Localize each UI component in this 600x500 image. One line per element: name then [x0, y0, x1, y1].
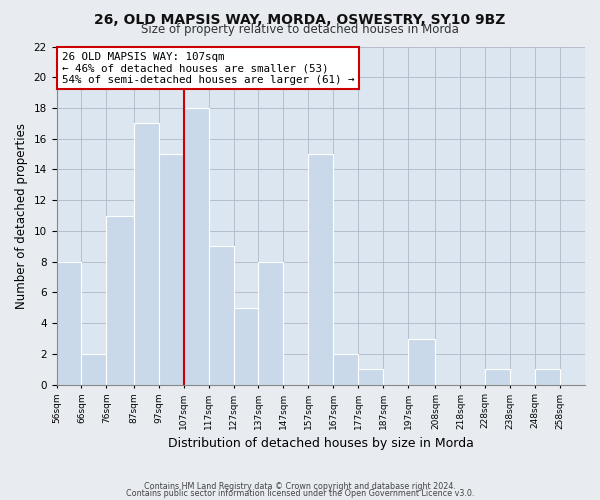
- Bar: [333, 354, 358, 384]
- Bar: [259, 262, 283, 384]
- Bar: [209, 246, 233, 384]
- Text: 26, OLD MAPSIS WAY, MORDA, OSWESTRY, SY10 9BZ: 26, OLD MAPSIS WAY, MORDA, OSWESTRY, SY1…: [94, 12, 506, 26]
- Bar: [184, 108, 209, 384]
- Text: 26 OLD MAPSIS WAY: 107sqm
← 46% of detached houses are smaller (53)
54% of semi-: 26 OLD MAPSIS WAY: 107sqm ← 46% of detac…: [62, 52, 355, 85]
- Bar: [233, 308, 259, 384]
- Bar: [56, 262, 82, 384]
- Bar: [358, 370, 383, 384]
- Bar: [106, 216, 134, 384]
- Bar: [408, 338, 436, 384]
- X-axis label: Distribution of detached houses by size in Morda: Distribution of detached houses by size …: [168, 437, 474, 450]
- Bar: [134, 124, 159, 384]
- Bar: [159, 154, 184, 384]
- Bar: [308, 154, 333, 384]
- Bar: [82, 354, 106, 384]
- Bar: [485, 370, 510, 384]
- Text: Contains public sector information licensed under the Open Government Licence v3: Contains public sector information licen…: [126, 489, 474, 498]
- Y-axis label: Number of detached properties: Number of detached properties: [15, 122, 28, 308]
- Text: Contains HM Land Registry data © Crown copyright and database right 2024.: Contains HM Land Registry data © Crown c…: [144, 482, 456, 491]
- Bar: [535, 370, 560, 384]
- Text: Size of property relative to detached houses in Morda: Size of property relative to detached ho…: [141, 22, 459, 36]
